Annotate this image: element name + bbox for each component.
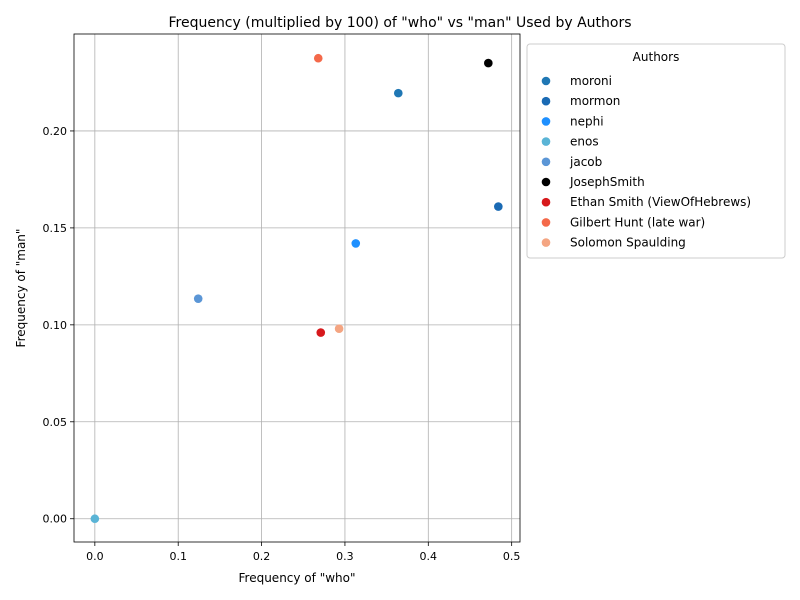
legend-label: mormon [570, 94, 620, 108]
legend-label: JosephSmith [569, 175, 645, 189]
x-tick-label: 0.2 [253, 550, 271, 563]
x-tick-label: 0.5 [503, 550, 521, 563]
legend-label: Ethan Smith (ViewOfHebrews) [570, 195, 751, 209]
data-point [316, 328, 326, 337]
legend-label: Gilbert Hunt (late war) [570, 215, 705, 229]
data-point [351, 239, 361, 248]
y-tick-label: 0.15 [43, 222, 68, 235]
legend-items: moroni mormon nephi enos jacob JosephSmith Eth… [541, 74, 751, 250]
legend-marker [541, 117, 551, 126]
x-tick-label: 0.4 [420, 550, 438, 563]
x-axis: 0.0 0.1 0.2 0.3 0.4 0.5 [86, 542, 520, 563]
y-tick-label: 0.20 [43, 125, 68, 138]
data-point [484, 58, 493, 68]
grid [74, 34, 520, 542]
legend-label: jacob [569, 155, 602, 169]
data-point [334, 324, 344, 334]
legend-marker [541, 197, 551, 207]
legend-box [526, 43, 786, 259]
legend-label: moroni [570, 74, 612, 88]
legend-marker [541, 96, 551, 106]
chart-title: Frequency (multiplied by 100) of "who" v… [168, 15, 631, 31]
y-axis: 0.00 0.05 0.10 0.15 0.20 [43, 125, 74, 526]
x-tick-label: 0.3 [336, 550, 354, 563]
legend-marker [541, 137, 551, 146]
y-tick-label: 0.10 [43, 319, 68, 332]
x-axis-label: Frequency of "who" [239, 571, 356, 585]
legend-label: enos [570, 135, 599, 149]
legend-label: nephi [570, 114, 604, 128]
legend-marker [541, 76, 551, 86]
data-points [90, 53, 503, 524]
y-tick-label: 0.05 [43, 416, 68, 429]
x-tick-label: 0.1 [169, 550, 187, 563]
legend-marker [541, 238, 551, 247]
legend-title: Authors [633, 50, 680, 64]
data-point [313, 53, 323, 63]
data-point [494, 202, 503, 211]
plot-area [73, 33, 521, 543]
y-axis-label: Frequency of "man" [14, 229, 28, 348]
legend: Authors moroni mormon nephi enos jacob Joseph… [526, 43, 786, 259]
legend-marker [541, 218, 551, 227]
y-tick-label: 0.00 [43, 513, 68, 526]
legend-label: Solomon Spaulding [570, 236, 686, 250]
data-point [193, 294, 203, 303]
legend-marker [541, 177, 551, 187]
legend-marker [541, 157, 551, 167]
data-point [90, 514, 100, 524]
data-point [393, 88, 403, 98]
x-tick-label: 0.0 [86, 550, 104, 563]
